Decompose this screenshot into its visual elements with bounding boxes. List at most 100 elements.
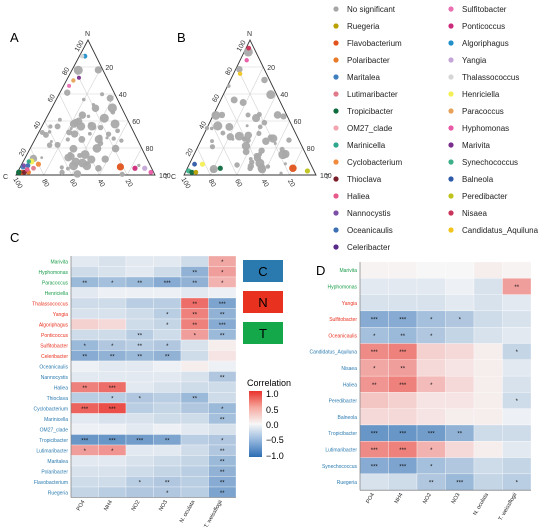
legend-label: Balneola bbox=[462, 175, 494, 184]
grid-line bbox=[30, 147, 45, 176]
heatmap-cell bbox=[180, 434, 209, 446]
row-label: Hyphomonas bbox=[328, 284, 358, 290]
heatmap-cell bbox=[70, 486, 99, 498]
ternary-point bbox=[67, 151, 73, 157]
row-label: Yangia bbox=[342, 301, 357, 307]
significance-mark: *** bbox=[136, 438, 144, 444]
significance-mark: *** bbox=[371, 432, 379, 438]
significance-mark: ** bbox=[220, 375, 225, 381]
ternary-point bbox=[241, 141, 251, 151]
ternary-point bbox=[46, 142, 53, 148]
heatmap-cell bbox=[180, 413, 209, 425]
heatmap-cell bbox=[98, 371, 127, 383]
heatmap-cell bbox=[388, 408, 418, 426]
heatmap-cell bbox=[416, 294, 446, 312]
ternary-frame bbox=[15, 39, 156, 176]
legend-label: Peredibacter bbox=[462, 192, 508, 201]
legend-marker bbox=[448, 210, 454, 216]
significance-mark: *** bbox=[81, 407, 89, 413]
significance-mark: ** bbox=[165, 438, 170, 444]
heatmap-cell bbox=[208, 381, 237, 393]
ternary-point bbox=[279, 171, 283, 175]
ternary-point bbox=[65, 166, 70, 171]
heatmap-cell bbox=[445, 392, 475, 409]
ternary-point bbox=[31, 165, 36, 171]
row-label: Celeribacter bbox=[41, 354, 68, 360]
significance-mark: *** bbox=[371, 464, 379, 470]
legend-marker bbox=[333, 23, 339, 29]
significance-mark: ** bbox=[192, 312, 197, 318]
legend-label: Flavobacterium bbox=[347, 39, 402, 48]
ternary-point bbox=[255, 158, 265, 168]
ternary-point bbox=[105, 131, 112, 137]
legend-label: Marivita bbox=[462, 141, 491, 150]
heatmap-cell bbox=[388, 261, 418, 279]
significance-mark: *** bbox=[109, 407, 117, 413]
heatmap-cell bbox=[473, 473, 503, 491]
heatmap-cell bbox=[153, 465, 182, 477]
significance-mark: *** bbox=[109, 438, 117, 444]
heatmap-cell bbox=[153, 297, 182, 309]
heatmap-c: Marivita *Hyphomonas ** *Paracoccus ** * ** ***… bbox=[32, 255, 237, 529]
ternary-point bbox=[234, 162, 240, 168]
legend-marker bbox=[333, 176, 339, 182]
tick-label: 20 bbox=[286, 178, 296, 188]
row-label: Lutimaribacter bbox=[325, 447, 357, 453]
row-label: Balneola bbox=[338, 415, 358, 421]
legend-marker bbox=[333, 227, 339, 233]
significance-mark: * bbox=[430, 383, 433, 389]
row-label: Henriciella bbox=[45, 291, 69, 297]
heatmap-cell bbox=[359, 473, 389, 491]
grid-line bbox=[126, 147, 142, 176]
column-label: NO3 bbox=[451, 492, 462, 505]
legend-label: Henriciella bbox=[462, 90, 500, 99]
tick-label: 20 bbox=[124, 178, 134, 188]
heatmap-cell bbox=[153, 371, 182, 383]
legend-marker bbox=[333, 142, 339, 148]
legend-label: Candidatus_Aquiluna bbox=[462, 226, 539, 235]
tick-label: 100 bbox=[11, 176, 23, 190]
row-label: Marivita bbox=[339, 268, 357, 274]
heatmap-cell bbox=[125, 413, 154, 425]
heatmap-cell bbox=[98, 465, 127, 477]
legend-marker bbox=[448, 227, 454, 233]
heatmap-cell bbox=[180, 360, 209, 372]
ternary-point bbox=[69, 119, 78, 128]
ternary-point bbox=[95, 164, 102, 172]
significance-mark: * bbox=[459, 318, 462, 324]
heatmap-cell bbox=[70, 287, 99, 299]
legend-marker bbox=[448, 40, 454, 46]
significance-mark: * bbox=[111, 449, 114, 455]
significance-mark: ** bbox=[137, 354, 142, 360]
heatmap-cell bbox=[180, 287, 209, 299]
heatmap-cell bbox=[180, 350, 209, 362]
significance-mark: * bbox=[430, 318, 433, 324]
ternary-point bbox=[218, 111, 226, 119]
ternary-point bbox=[261, 119, 268, 126]
heatmap-cell bbox=[473, 457, 503, 475]
heatmap-cell bbox=[359, 408, 389, 426]
heatmap-cell bbox=[125, 444, 154, 456]
heatmap-cell bbox=[473, 408, 503, 426]
significance-mark: *** bbox=[456, 481, 464, 487]
heatmap-cell bbox=[180, 371, 209, 383]
ternary-point bbox=[210, 167, 216, 173]
row-label: Sulfitobacter bbox=[329, 317, 357, 323]
heatmap-cell bbox=[98, 287, 127, 299]
tick-label: 40 bbox=[280, 92, 288, 99]
significance-mark: ** bbox=[400, 366, 405, 372]
ternary-point bbox=[257, 124, 263, 130]
tick-label: 80 bbox=[61, 66, 71, 76]
column-label: PO4 bbox=[76, 500, 87, 513]
significance-mark: ** bbox=[192, 396, 197, 402]
ternary-point bbox=[110, 119, 120, 129]
ternary-point bbox=[57, 117, 62, 122]
ternary-point bbox=[25, 163, 31, 168]
column-label: PO4 bbox=[365, 492, 376, 505]
ternary-point bbox=[211, 111, 221, 120]
significance-mark: ** bbox=[457, 432, 462, 438]
tick-label: 40 bbox=[96, 178, 106, 188]
significance-mark: *** bbox=[371, 350, 379, 356]
heatmap-cell bbox=[98, 360, 127, 372]
heatmap-cell bbox=[473, 441, 503, 458]
